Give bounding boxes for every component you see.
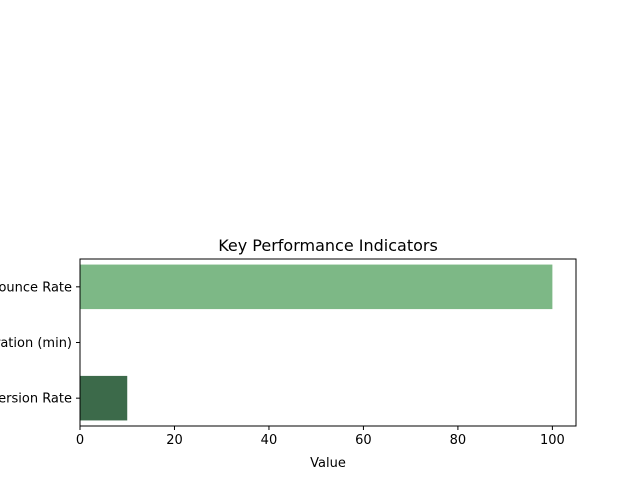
x-tick-label-2: 40	[261, 433, 278, 448]
bar-0	[80, 264, 553, 310]
y-axis: Bounce Rate Avg. Session Duration (min) Co…	[0, 280, 80, 407]
bar-2	[80, 375, 128, 421]
y-tick-label-0: Bounce Rate	[0, 280, 72, 295]
x-tick-label-4: 80	[450, 433, 467, 448]
y-tick-label-2: Conversion Rate	[0, 392, 72, 407]
x-axis: 0 20 40 60 80 100	[76, 426, 565, 448]
chart-title: Key Performance Indicators	[218, 236, 438, 255]
x-tick-label-1: 20	[166, 433, 183, 448]
x-tick-label-0: 0	[76, 433, 84, 448]
x-tick-label-3: 60	[355, 433, 372, 448]
bars-group	[80, 264, 553, 421]
y-tick-label-1: Avg. Session Duration (min)	[0, 336, 72, 351]
x-axis-label: Value	[310, 456, 346, 471]
x-tick-label-5: 100	[540, 433, 565, 448]
